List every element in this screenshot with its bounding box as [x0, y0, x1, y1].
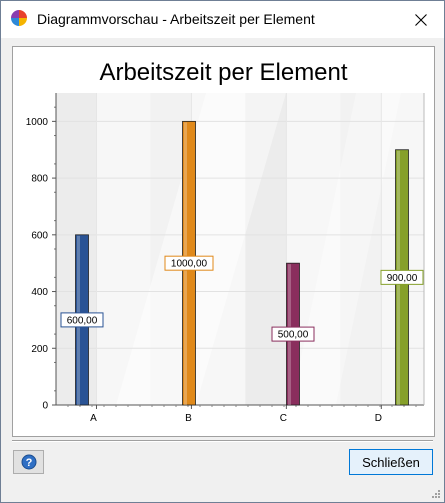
chart-sphere-icon	[11, 10, 27, 26]
y-tick-label: 0	[42, 401, 48, 412]
category-band	[340, 93, 382, 405]
data-label-box	[380, 269, 424, 285]
data-label: 1000,00	[171, 259, 208, 270]
resize-grip-icon[interactable]	[431, 489, 441, 499]
data-label: 900,00	[387, 273, 418, 284]
y-tick-label: 400	[31, 287, 48, 298]
plot-sheen	[291, 93, 401, 405]
chart-panel: Arbeitszeit per Element 0 200 400 600 800 100…	[12, 46, 435, 437]
x-tick-label: D	[375, 413, 382, 424]
data-label-box	[271, 326, 315, 342]
x-tick-label: C	[280, 413, 287, 424]
close-button[interactable]	[398, 1, 444, 38]
close-icon	[415, 13, 427, 26]
y-tick-label: 1000	[26, 117, 49, 128]
help-button[interactable]: ?	[13, 450, 44, 474]
title-bar[interactable]: Diagrammvorschau - Arbeitszeit per Eleme…	[1, 1, 444, 38]
y-tick-label: 800	[31, 174, 48, 185]
data-label: 600,00	[67, 315, 98, 326]
svg-text:?: ?	[25, 457, 32, 469]
window-title: Diagrammvorschau - Arbeitszeit per Eleme…	[37, 11, 315, 27]
help-icon: ?	[21, 454, 36, 470]
x-tick-label: A	[90, 413, 97, 424]
footer-separator	[12, 440, 433, 442]
y-tick-label: 200	[31, 344, 48, 355]
x-tick-label: B	[185, 413, 192, 424]
category-band	[245, 93, 287, 405]
close-dialog-button[interactable]: Schließen	[349, 449, 433, 475]
chart-title: Arbeitszeit per Element	[99, 59, 348, 86]
data-label: 500,00	[278, 330, 309, 341]
data-label-box	[164, 255, 214, 271]
data-label-box	[60, 312, 104, 328]
bar-chart: 0 200 400 600 800 1000 A B C D 600,00 1000,00 500,00…	[26, 93, 425, 424]
y-tick-label: 600	[31, 230, 48, 241]
plot-sheen	[116, 93, 286, 405]
